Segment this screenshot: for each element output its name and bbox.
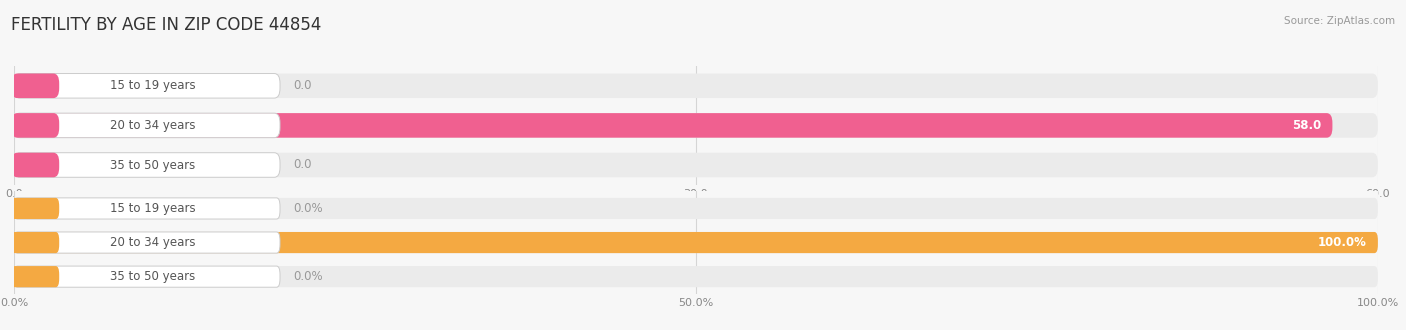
FancyBboxPatch shape: [14, 113, 1333, 138]
FancyBboxPatch shape: [14, 74, 280, 98]
FancyBboxPatch shape: [11, 153, 59, 177]
Text: 100.0%: 100.0%: [1317, 236, 1367, 249]
Text: 0.0: 0.0: [294, 79, 312, 92]
FancyBboxPatch shape: [14, 113, 1378, 138]
FancyBboxPatch shape: [14, 232, 1378, 253]
FancyBboxPatch shape: [11, 232, 59, 253]
FancyBboxPatch shape: [14, 74, 1378, 98]
Text: 35 to 50 years: 35 to 50 years: [110, 158, 195, 172]
FancyBboxPatch shape: [14, 198, 280, 219]
Text: 35 to 50 years: 35 to 50 years: [110, 270, 195, 283]
FancyBboxPatch shape: [11, 74, 59, 98]
Text: Source: ZipAtlas.com: Source: ZipAtlas.com: [1284, 16, 1395, 26]
Text: FERTILITY BY AGE IN ZIP CODE 44854: FERTILITY BY AGE IN ZIP CODE 44854: [11, 16, 322, 35]
Text: 58.0: 58.0: [1292, 119, 1322, 132]
FancyBboxPatch shape: [11, 113, 59, 138]
Text: 15 to 19 years: 15 to 19 years: [110, 202, 195, 215]
Text: 0.0%: 0.0%: [294, 270, 323, 283]
FancyBboxPatch shape: [14, 232, 280, 253]
Text: 0.0: 0.0: [294, 158, 312, 172]
FancyBboxPatch shape: [14, 153, 1378, 177]
FancyBboxPatch shape: [14, 232, 1378, 253]
FancyBboxPatch shape: [14, 113, 280, 138]
FancyBboxPatch shape: [11, 198, 59, 219]
FancyBboxPatch shape: [14, 153, 280, 177]
FancyBboxPatch shape: [11, 266, 59, 287]
FancyBboxPatch shape: [14, 198, 1378, 219]
Text: 20 to 34 years: 20 to 34 years: [110, 119, 195, 132]
Text: 15 to 19 years: 15 to 19 years: [110, 79, 195, 92]
Text: 20 to 34 years: 20 to 34 years: [110, 236, 195, 249]
FancyBboxPatch shape: [14, 266, 1378, 287]
Text: 0.0%: 0.0%: [294, 202, 323, 215]
FancyBboxPatch shape: [14, 266, 280, 287]
